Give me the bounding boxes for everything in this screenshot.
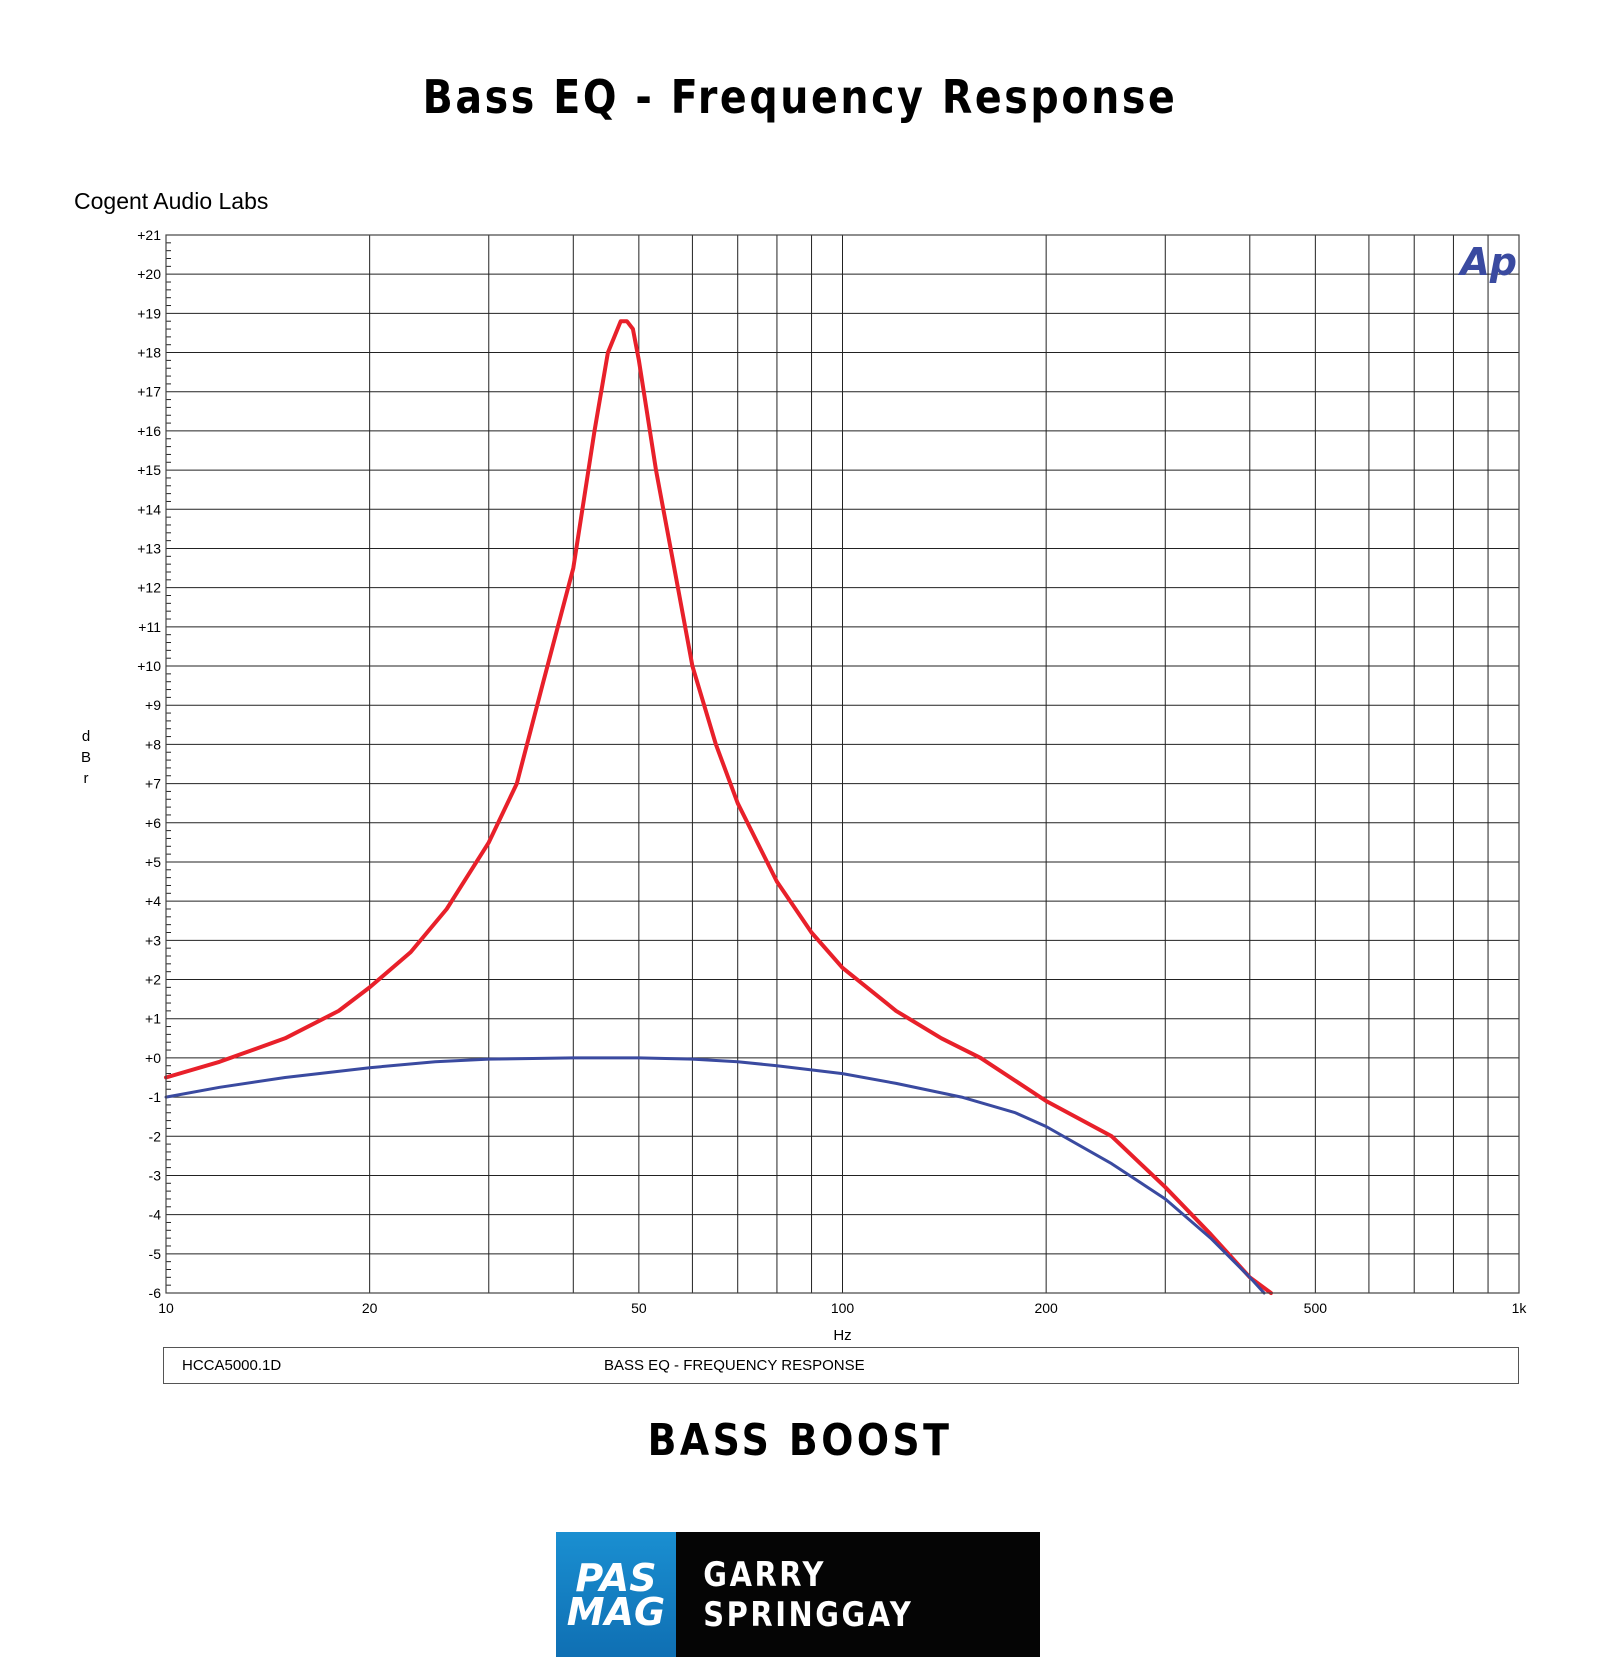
y-tick-label: +7 <box>145 776 161 792</box>
x-tick-labels: 10 20 50 100 200 500 1k <box>158 1300 1527 1316</box>
x-tick-label: 50 <box>631 1300 647 1316</box>
brand-banner: PAS MAG GARRY SPRINGGAY <box>556 1532 1040 1657</box>
x-tick-label: 1k <box>1512 1300 1528 1316</box>
y-tick-label: +9 <box>145 697 161 713</box>
frequency-response-chart: +21 +20 +19 +18 +17 +16 +15 +14 +13 +12 +11 +10 +9 +8… <box>81 227 1527 1340</box>
x-tick-label: 10 <box>158 1300 174 1316</box>
chart-footer-box: HCCA5000.1D BASS EQ - FREQUENCY RESPONSE <box>163 1347 1519 1384</box>
y-tick-label: +14 <box>137 501 161 517</box>
y-tick-label: +15 <box>137 462 161 478</box>
pasmag-logo: PAS MAG <box>556 1532 676 1657</box>
y-axis-label-letter: d <box>82 728 90 745</box>
x-axis-label: Hz <box>833 1327 851 1340</box>
y-tick-label: -1 <box>149 1089 162 1105</box>
y-axis-label-letter: r <box>84 770 89 787</box>
y-tick-label: +13 <box>137 540 161 556</box>
x-tick-label: 500 <box>1304 1300 1328 1316</box>
chart-subtitle: BASS BOOST <box>647 1415 953 1466</box>
y-tick-label: -3 <box>149 1167 162 1183</box>
y-tick-label: +12 <box>137 580 161 596</box>
x-tick-label: 200 <box>1034 1300 1058 1316</box>
y-tick-label: +17 <box>137 384 161 400</box>
y-tick-label: +0 <box>145 1050 161 1066</box>
y-tick-label: +20 <box>137 266 161 282</box>
y-tick-label: -4 <box>149 1207 162 1223</box>
y-tick-label: -5 <box>149 1246 162 1262</box>
y-tick-label: +3 <box>145 932 161 948</box>
chart-series <box>164 319 1273 1295</box>
chart-grid <box>165 234 1520 1294</box>
lab-name: Cogent Audio Labs <box>74 188 269 214</box>
y-tick-label: +19 <box>137 305 161 321</box>
logo-line-1: PAS <box>575 1555 657 1600</box>
y-tick-label: +8 <box>145 736 161 752</box>
series-line-flat <box>164 1056 1266 1295</box>
y-axis-label-letter: B <box>81 749 91 766</box>
author-name-panel: GARRY SPRINGGAY <box>676 1532 1040 1657</box>
y-tick-label: +2 <box>145 972 161 988</box>
y-tick-label: +10 <box>137 658 161 674</box>
y-tick-label: +16 <box>137 423 161 439</box>
y-tick-label: +1 <box>145 1011 161 1027</box>
footer-model: HCCA5000.1D <box>182 1357 282 1374</box>
y-tick-label: +11 <box>138 619 161 635</box>
y-tick-labels: +21 +20 +19 +18 +17 +16 +15 +14 +13 +12 +11 +10 +9 +8… <box>137 227 161 1301</box>
logo-line-2: MAG <box>566 1589 666 1634</box>
x-tick-label: 100 <box>831 1300 855 1316</box>
y-tick-label: -6 <box>149 1285 162 1301</box>
x-tick-label: 20 <box>362 1300 378 1316</box>
y-tick-label: +5 <box>145 854 161 870</box>
y-tick-label: -2 <box>149 1128 162 1144</box>
series-line-boost <box>164 319 1273 1295</box>
y-tick-label: +18 <box>137 345 161 361</box>
y-tick-label: +4 <box>145 893 161 909</box>
author-name: GARRY SPRINGGAY <box>703 1554 914 1635</box>
y-tick-label: +6 <box>145 815 161 831</box>
plot-frame <box>165 234 1520 1294</box>
ap-logo: Ap <box>1457 240 1517 284</box>
chart-minor-ticks <box>166 242 171 1286</box>
footer-description: BASS EQ - FREQUENCY RESPONSE <box>604 1357 865 1374</box>
y-tick-label: +21 <box>137 227 161 243</box>
page-title: Bass EQ - Frequency Response <box>422 70 1178 124</box>
